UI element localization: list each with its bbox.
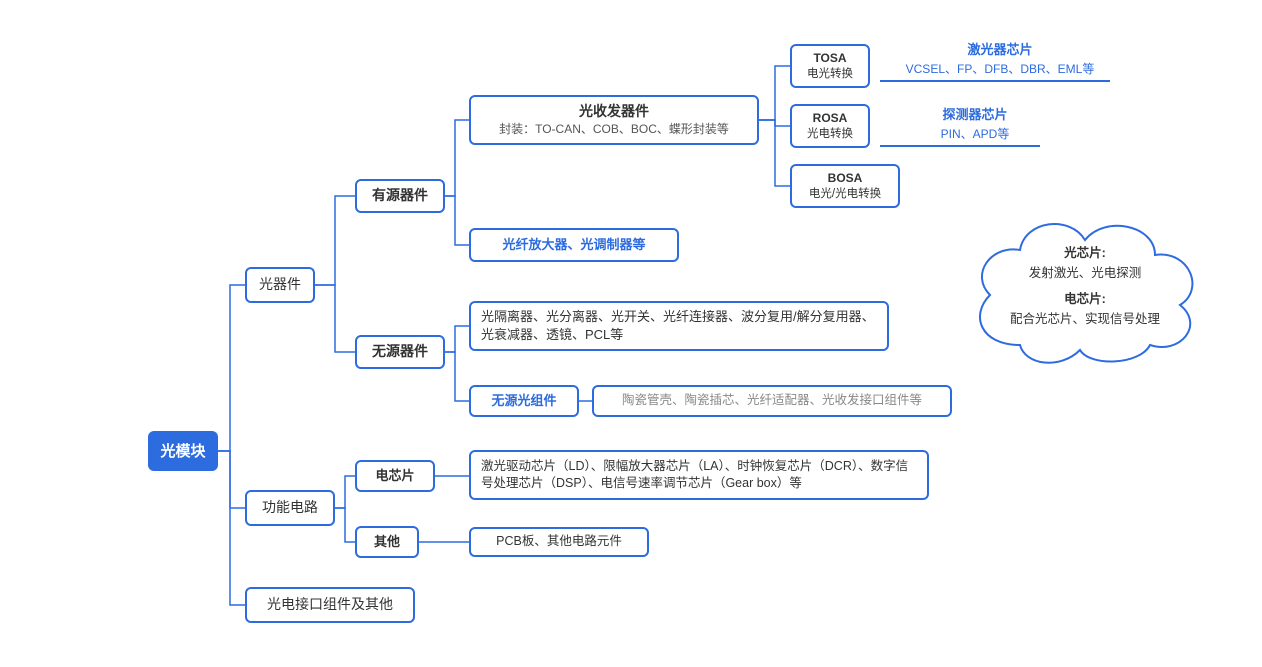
node-passive-list: 光隔离器、光分离器、光开关、光纤连接器、波分复用/解分复用器、光衰减器、透镜、P… — [469, 301, 889, 351]
sub: PIN、APD等 — [890, 125, 1060, 143]
sub: 电光转换 — [807, 66, 853, 82]
label: 有源器件 — [372, 186, 428, 206]
annotation-laser-chip-line — [880, 80, 1110, 82]
node-transceiver: 光收发器件 封装：TO-CAN、COB、BOC、蝶形封装等 — [469, 95, 759, 145]
node-optical-devices: 光器件 — [245, 267, 315, 303]
label: PCB板、其他电路元件 — [496, 533, 622, 551]
title: TOSA — [813, 50, 846, 67]
node-other-list: PCB板、其他电路元件 — [469, 527, 649, 557]
annotation-detector-chip: 探测器芯片 PIN、APD等 — [890, 105, 1060, 143]
head: 激光器芯片 — [890, 40, 1110, 60]
cloud-line1-body: 配合光芯片、实现信号处理 — [980, 309, 1190, 329]
label: 光纤放大器、光调制器等 — [502, 236, 645, 254]
annotation-laser-chip: 激光器芯片 VCSEL、FP、DFB、DBR、EML等 — [890, 40, 1110, 78]
node-functional-circuit: 功能电路 — [245, 490, 335, 526]
node-tosa: TOSA 电光转换 — [790, 44, 870, 88]
node-active-devices: 有源器件 — [355, 179, 445, 213]
title: 光收发器件 — [579, 102, 649, 122]
title: ROSA — [813, 110, 848, 127]
head: 探测器芯片 — [890, 105, 1060, 125]
node-interface-components: 光电接口组件及其他 — [245, 587, 415, 623]
annotation-detector-chip-line — [880, 145, 1040, 147]
sub: 光电转换 — [807, 126, 853, 142]
cloud-line0-body: 发射激光、光电探测 — [980, 263, 1190, 283]
node-passive-devices: 无源器件 — [355, 335, 445, 369]
cloud-text: 光芯片: 发射激光、光电探测 电芯片: 配合光芯片、实现信号处理 — [980, 243, 1190, 329]
cloud-note: 光芯片: 发射激光、光电探测 电芯片: 配合光芯片、实现信号处理 — [960, 195, 1210, 375]
sub: 封装：TO-CAN、COB、BOC、蝶形封装等 — [499, 121, 729, 138]
node-passive-comp-detail: 陶瓷管壳、陶瓷插芯、光纤适配器、光收发接口组件等 — [592, 385, 952, 417]
label: 光隔离器、光分离器、光开关、光纤连接器、波分复用/解分复用器、光衰减器、透镜、P… — [481, 308, 877, 344]
node-rosa: ROSA 光电转换 — [790, 104, 870, 148]
label: 功能电路 — [262, 498, 318, 518]
label: 无源光组件 — [491, 392, 556, 410]
label: 陶瓷管壳、陶瓷插芯、光纤适配器、光收发接口组件等 — [622, 392, 922, 410]
node-bosa: BOSA 电光/光电转换 — [790, 164, 900, 208]
label: 电芯片 — [375, 467, 414, 485]
cloud-line0-head: 光芯片: — [1064, 246, 1106, 260]
node-other: 其他 — [355, 526, 419, 558]
node-echip-list: 激光驱动芯片（LD）、限幅放大器芯片（LA）、时钟恢复芯片（DCR）、数字信号处… — [469, 450, 929, 500]
root-label: 光模块 — [160, 441, 205, 462]
label: 光电接口组件及其他 — [267, 595, 393, 615]
node-passive-optical-components: 无源光组件 — [469, 385, 579, 417]
sub: 电光/光电转换 — [809, 186, 881, 202]
label: 无源器件 — [372, 342, 428, 362]
label: 光器件 — [259, 275, 301, 295]
title: BOSA — [828, 170, 863, 187]
cloud-line1-head: 电芯片: — [1064, 292, 1106, 306]
node-electric-chip: 电芯片 — [355, 460, 435, 492]
label: 其他 — [374, 533, 400, 551]
sub: VCSEL、FP、DFB、DBR、EML等 — [890, 60, 1110, 78]
node-amplifier-modulator: 光纤放大器、光调制器等 — [469, 228, 679, 262]
root-node: 光模块 — [148, 431, 218, 471]
label: 激光驱动芯片（LD）、限幅放大器芯片（LA）、时钟恢复芯片（DCR）、数字信号处… — [481, 458, 917, 493]
